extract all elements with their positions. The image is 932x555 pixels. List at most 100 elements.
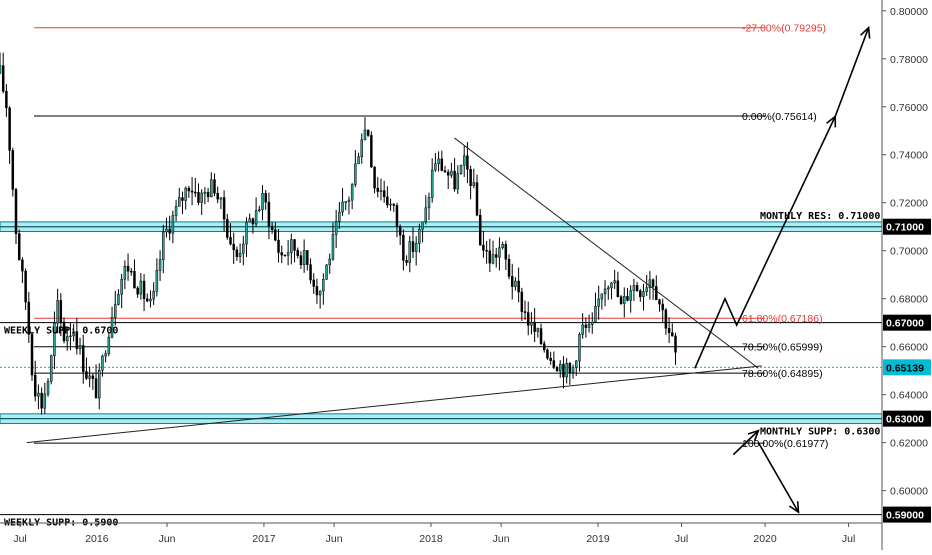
candle-body xyxy=(101,355,104,371)
candle-body xyxy=(594,306,597,323)
candle-body xyxy=(91,375,95,379)
price-badge-label: 0.65139 xyxy=(886,362,924,374)
candle-body xyxy=(658,299,661,305)
candle-body xyxy=(344,201,347,203)
candle-body xyxy=(49,355,53,382)
candle-body xyxy=(597,298,600,307)
candle-body xyxy=(642,291,645,298)
candle-body xyxy=(222,197,226,220)
candles-layer xyxy=(0,52,677,415)
candle-body xyxy=(1,65,5,92)
candle-body xyxy=(21,259,24,272)
price-badge-label: 0.71000 xyxy=(886,222,924,234)
candle-body xyxy=(549,357,552,361)
candle-body xyxy=(616,280,620,297)
candle-body xyxy=(632,285,636,291)
x-tick-label: 2016 xyxy=(85,533,109,545)
candle-body xyxy=(245,221,248,245)
candle-body xyxy=(559,363,562,372)
candle-body xyxy=(251,218,255,225)
candle-body xyxy=(587,324,591,328)
candle-body xyxy=(469,169,472,186)
candle-body xyxy=(168,228,171,234)
candle-body xyxy=(581,324,584,335)
candle-body xyxy=(155,270,159,292)
candle-body xyxy=(56,300,59,324)
candle-body xyxy=(30,334,34,376)
candle-body xyxy=(603,288,607,295)
fib-level-label: 61.80%(0.67186) xyxy=(742,313,823,325)
candle-body xyxy=(360,139,364,157)
projection-path xyxy=(757,442,800,513)
candle-body xyxy=(619,296,623,304)
candle-body xyxy=(178,197,181,207)
candle-body xyxy=(261,193,264,210)
candle-body xyxy=(139,280,143,295)
candle-body xyxy=(146,298,149,302)
candle-body xyxy=(270,225,274,230)
candle-body xyxy=(542,343,546,351)
fib-level-label: 78.60%(0.64895) xyxy=(742,368,823,380)
candle-body xyxy=(210,179,213,198)
candle-body xyxy=(462,155,466,166)
candle-body xyxy=(370,135,373,168)
y-tick-label: 0.62000 xyxy=(890,438,928,450)
candle-body xyxy=(546,349,549,359)
candle-body xyxy=(322,279,325,292)
x-tick-label: 2017 xyxy=(252,533,276,545)
candle-body xyxy=(162,231,165,260)
candle-body xyxy=(65,336,69,342)
candle-body xyxy=(459,164,463,174)
candle-body xyxy=(72,331,75,337)
candle-body xyxy=(664,309,668,329)
candle-body xyxy=(283,254,287,257)
arrow-head xyxy=(788,501,800,514)
candle-body xyxy=(165,228,168,233)
candle-body xyxy=(286,252,290,256)
y-tick-label: 0.60000 xyxy=(890,486,928,498)
candle-body xyxy=(40,392,43,409)
candle-body xyxy=(46,380,50,395)
candle-body xyxy=(219,197,223,200)
candle-body xyxy=(491,254,495,264)
candle-body xyxy=(59,300,63,323)
candle-body xyxy=(104,353,107,357)
candle-body xyxy=(194,191,197,194)
candle-body xyxy=(334,221,338,235)
candle-body xyxy=(539,328,543,344)
candle-body xyxy=(149,298,152,302)
candle-body xyxy=(203,191,207,194)
candle-body xyxy=(354,163,357,185)
candle-body xyxy=(306,250,309,265)
y-tick-label: 0.68000 xyxy=(890,294,928,306)
candle-body xyxy=(62,321,66,342)
candle-body xyxy=(488,250,492,264)
candle-body xyxy=(226,218,229,238)
candle-body xyxy=(232,243,235,251)
candle-body xyxy=(302,250,306,266)
monthly-zone-label: MONTHLY SUPP: 0.6300 xyxy=(760,426,880,437)
candle-body xyxy=(510,276,514,287)
candle-body xyxy=(37,392,40,397)
candle-body xyxy=(88,375,91,379)
candle-body xyxy=(613,280,616,284)
price-badges-layer: 0.71000 0.63000 0.67000 0.59000 0.65139 xyxy=(883,218,931,523)
candle-body xyxy=(152,290,155,300)
candle-body xyxy=(671,332,674,337)
y-axis: 0.80000 0.78000 0.76000 0.74000 0.72000 0.700… xyxy=(882,6,928,498)
candle-body xyxy=(421,221,424,230)
weekly-support-label: WEEKLY SUPP: 0.6700 xyxy=(4,326,118,337)
y-tick-label: 0.72000 xyxy=(890,198,928,210)
price-badge xyxy=(883,506,931,523)
candle-body xyxy=(536,328,540,332)
candle-body xyxy=(5,91,8,109)
candle-body xyxy=(197,191,200,203)
candle-body xyxy=(635,285,639,292)
candle-body xyxy=(485,250,488,252)
candle-body xyxy=(78,345,82,349)
x-tick-label: 2018 xyxy=(419,533,443,545)
y-tick-label: 0.78000 xyxy=(890,54,928,66)
candle-body xyxy=(645,287,648,292)
candle-body xyxy=(158,259,162,271)
candle-body xyxy=(424,207,428,223)
